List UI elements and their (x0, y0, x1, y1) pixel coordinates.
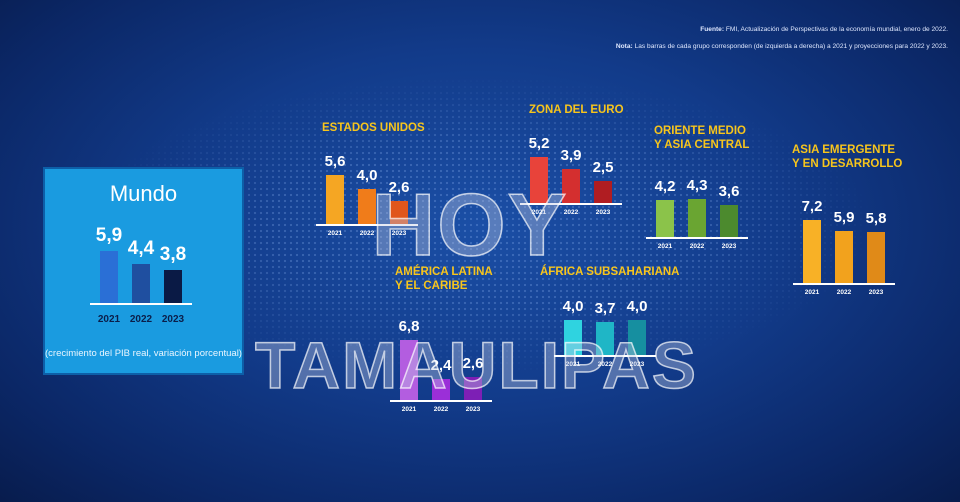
bar-africa-subsahariana-2023 (628, 319, 646, 355)
value-label-africa-subsahariana-2021: 4,0 (562, 297, 584, 315)
year-label-asia-emergente-y-en-desarrollo: 2021 (804, 289, 820, 296)
value-label-zona-del-euro-2022: 3,9 (560, 146, 582, 164)
source-note: Fuente: FMI, Actualización de Perspectiv… (700, 26, 948, 33)
year-label-oriente-medio-y-asia-central: 2021 (657, 243, 673, 250)
value-label-america-latina-y-el-caribe-2022: 2,4 (430, 356, 452, 374)
year-label-america-latina-y-el-caribe: 2021 (401, 406, 417, 413)
baseline-estados-unidos (316, 224, 418, 226)
value-label-africa-subsahariana-2023: 4,0 (626, 297, 648, 315)
year-label-africa-subsahariana: 2023 (629, 361, 645, 368)
group-title-zona-del-euro: ZONA DEL EURO (529, 104, 624, 116)
bar-america-latina-y-el-caribe-2022 (432, 378, 450, 400)
bar-zona-del-euro-2023 (594, 181, 612, 203)
value-label-zona-del-euro-2021: 5,2 (528, 135, 550, 153)
value-label-estados-unidos-2022: 4,0 (356, 166, 378, 184)
baseline-zona-del-euro (520, 203, 622, 205)
bar-africa-subsahariana-2021 (564, 319, 582, 355)
group-title-oriente-medio-y-asia-central: ORIENTE MEDIO Y ASIA CENTRAL (654, 125, 750, 151)
bar-estados-unidos-2021 (326, 174, 344, 224)
baseline-america-latina-y-el-caribe (390, 400, 492, 402)
year-label-mundo: 2021 (97, 314, 121, 325)
year-label-estados-unidos: 2021 (327, 230, 343, 237)
year-label-estados-unidos: 2022 (359, 230, 375, 237)
value-label-estados-unidos-2021: 5,6 (324, 152, 346, 170)
year-label-asia-emergente-y-en-desarrollo: 2022 (836, 289, 852, 296)
year-label-mundo: 2023 (161, 314, 185, 325)
bar-oriente-medio-y-asia-central-2022 (688, 199, 706, 237)
value-label-africa-subsahariana-2022: 3,7 (594, 300, 616, 318)
bar-mundo-2022 (132, 264, 150, 303)
value-label-estados-unidos-2023: 2,6 (388, 179, 410, 197)
value-label-oriente-medio-y-asia-central-2022: 4,3 (686, 177, 708, 195)
value-label-mundo-2022: 4,4 (127, 238, 155, 260)
year-label-zona-del-euro: 2021 (531, 209, 547, 216)
bar-america-latina-y-el-caribe-2023 (464, 377, 482, 400)
watermark-hoy: HOY (371, 175, 569, 274)
bar-america-latina-y-el-caribe-2021 (400, 340, 418, 400)
note-label: Nota: (615, 43, 633, 50)
watermark-tamaulipas: TAMAULIPAS (254, 328, 698, 402)
value-label-asia-emergente-y-en-desarrollo-2023: 5,8 (865, 209, 887, 227)
note-text: Las barras de cada grupo corresponden (d… (634, 43, 948, 50)
bar-asia-emergente-y-en-desarrollo-2023 (867, 231, 885, 283)
world-caption: (crecimiento del PIB real, variación por… (45, 348, 242, 359)
year-label-africa-subsahariana: 2021 (565, 361, 581, 368)
source-text: FMI, Actualización de Perspectivas de la… (725, 26, 948, 33)
baseline-asia-emergente-y-en-desarrollo (793, 283, 895, 285)
year-label-zona-del-euro: 2022 (563, 209, 579, 216)
value-label-zona-del-euro-2023: 2,5 (592, 159, 614, 176)
value-label-mundo-2023: 3,8 (159, 243, 187, 265)
bar-zona-del-euro-2022 (562, 168, 580, 203)
source-label: Fuente: (700, 26, 725, 33)
bar-oriente-medio-y-asia-central-2021 (656, 200, 674, 237)
footnote: Nota: Las barras de cada grupo correspon… (616, 43, 948, 50)
value-label-asia-emergente-y-en-desarrollo-2022: 5,9 (833, 209, 855, 227)
year-label-oriente-medio-y-asia-central: 2022 (689, 243, 705, 250)
bar-mundo-2023 (164, 269, 182, 303)
year-label-mundo: 2022 (129, 314, 153, 325)
bar-zona-del-euro-2021 (530, 157, 548, 203)
world-title: Mundo (109, 181, 178, 206)
group-title-africa-subsahariana: ÁFRICA SUBSAHARIANA (540, 266, 680, 278)
bar-asia-emergente-y-en-desarrollo-2022 (835, 231, 853, 283)
value-label-oriente-medio-y-asia-central-2021: 4,2 (654, 178, 676, 196)
year-label-africa-subsahariana: 2022 (597, 361, 613, 368)
year-label-zona-del-euro: 2023 (595, 209, 611, 216)
value-label-oriente-medio-y-asia-central-2023: 3,6 (718, 183, 740, 201)
group-title-asia-emergente-y-en-desarrollo: ASIA EMERGENTE Y EN DESARROLLO (792, 144, 903, 170)
value-label-america-latina-y-el-caribe-2021: 6,8 (398, 318, 420, 336)
year-label-oriente-medio-y-asia-central: 2023 (721, 243, 737, 250)
bar-africa-subsahariana-2022 (596, 322, 614, 355)
bar-estados-unidos-2022 (358, 188, 376, 224)
baseline-mundo (90, 303, 192, 305)
bar-asia-emergente-y-en-desarrollo-2021 (803, 219, 821, 283)
year-label-estados-unidos: 2023 (391, 230, 407, 237)
bar-estados-unidos-2023 (390, 201, 408, 224)
baseline-oriente-medio-y-asia-central (646, 237, 748, 239)
value-label-america-latina-y-el-caribe-2023: 2,6 (462, 355, 484, 373)
group-title-estados-unidos: ESTADOS UNIDOS (322, 122, 425, 134)
value-label-mundo-2021: 5,9 (95, 225, 123, 247)
bar-mundo-2021 (100, 251, 118, 303)
baseline-africa-subsahariana (554, 355, 656, 357)
year-label-america-latina-y-el-caribe: 2023 (465, 406, 481, 413)
year-label-asia-emergente-y-en-desarrollo: 2023 (868, 289, 884, 296)
year-label-america-latina-y-el-caribe: 2022 (433, 406, 449, 413)
group-title-america-latina-y-el-caribe: AMÉRICA LATINA Y EL CARIBE (395, 266, 493, 292)
bar-oriente-medio-y-asia-central-2023 (720, 205, 738, 237)
value-label-asia-emergente-y-en-desarrollo-2021: 7,2 (801, 197, 823, 215)
